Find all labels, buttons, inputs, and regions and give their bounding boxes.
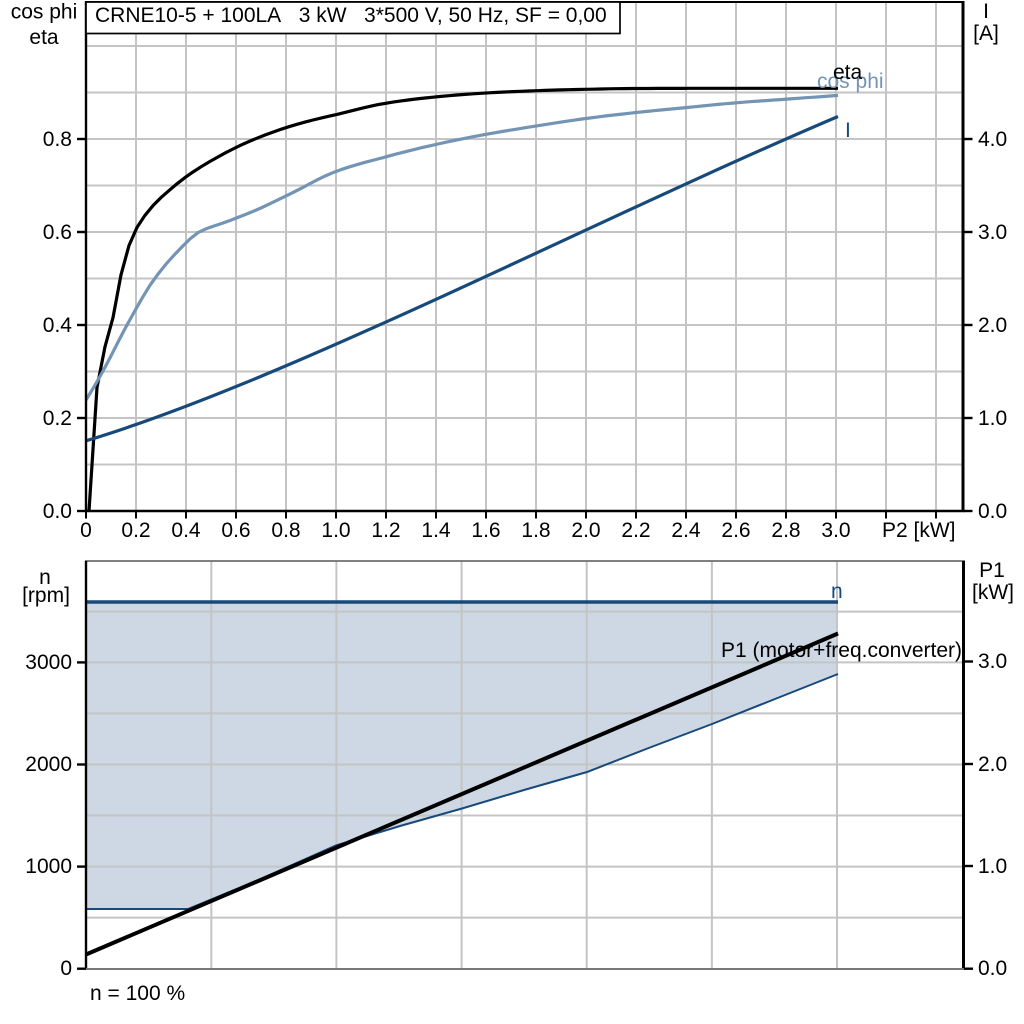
svg-text:1.4: 1.4 <box>421 519 451 542</box>
svg-text:n = 100 %: n = 100 % <box>90 982 185 1005</box>
svg-text:2.6: 2.6 <box>721 519 750 542</box>
svg-text:2.8: 2.8 <box>771 519 800 542</box>
svg-text:CRNE10-5 + 100LA 3 kW 3*50: CRNE10-5 + 100LA 3 kW 3*500 V, 50 Hz, SF… <box>95 4 607 27</box>
svg-text:2.2: 2.2 <box>621 519 650 542</box>
svg-text:1.6: 1.6 <box>471 519 500 542</box>
svg-text:2.4: 2.4 <box>671 519 701 542</box>
svg-text:1.0: 1.0 <box>321 519 350 542</box>
svg-text:0.4: 0.4 <box>171 519 201 542</box>
svg-text:0.2: 0.2 <box>121 519 150 542</box>
svg-text:[kW]: [kW] <box>972 581 1014 604</box>
svg-text:0.8: 0.8 <box>43 128 72 151</box>
svg-text:0.6: 0.6 <box>43 221 72 244</box>
svg-text:cos phi: cos phi <box>817 70 884 93</box>
svg-text:P1 (motor+freq.converter): P1 (motor+freq.converter) <box>721 639 962 662</box>
svg-text:0: 0 <box>60 957 72 980</box>
svg-text:0: 0 <box>80 519 92 542</box>
svg-text:1.0: 1.0 <box>978 855 1007 878</box>
svg-text:0.4: 0.4 <box>43 314 73 337</box>
svg-text:3.0: 3.0 <box>821 519 850 542</box>
svg-text:eta: eta <box>833 61 863 84</box>
svg-text:0.8: 0.8 <box>271 519 300 542</box>
svg-text:2.0: 2.0 <box>978 314 1007 337</box>
svg-text:cos phi: cos phi <box>11 1 78 24</box>
svg-text:0.0: 0.0 <box>978 500 1007 523</box>
svg-text:3.0: 3.0 <box>978 221 1007 244</box>
svg-text:1000: 1000 <box>25 855 72 878</box>
svg-text:eta: eta <box>29 26 59 49</box>
svg-text:0.0: 0.0 <box>43 500 72 523</box>
svg-text:P1: P1 <box>979 559 1005 582</box>
svg-text:3.0: 3.0 <box>978 650 1007 673</box>
svg-text:2.0: 2.0 <box>978 753 1007 776</box>
svg-text:n: n <box>39 566 51 589</box>
svg-text:[rpm]: [rpm] <box>22 584 70 607</box>
svg-text:2.0: 2.0 <box>571 519 600 542</box>
svg-text:1.0: 1.0 <box>978 407 1007 430</box>
svg-text:n: n <box>831 580 843 603</box>
svg-text:[A]: [A] <box>973 22 999 45</box>
svg-text:I: I <box>845 119 851 142</box>
svg-text:1.2: 1.2 <box>371 519 400 542</box>
svg-text:2000: 2000 <box>25 753 72 776</box>
svg-text:0.6: 0.6 <box>221 519 250 542</box>
svg-text:I: I <box>983 0 989 23</box>
svg-text:0.0: 0.0 <box>978 957 1007 980</box>
svg-text:P2 [kW]: P2 [kW] <box>882 519 956 542</box>
svg-text:3000: 3000 <box>25 651 72 674</box>
svg-text:0.2: 0.2 <box>43 407 72 430</box>
svg-text:4.0: 4.0 <box>978 128 1007 151</box>
svg-text:1.8: 1.8 <box>521 519 550 542</box>
